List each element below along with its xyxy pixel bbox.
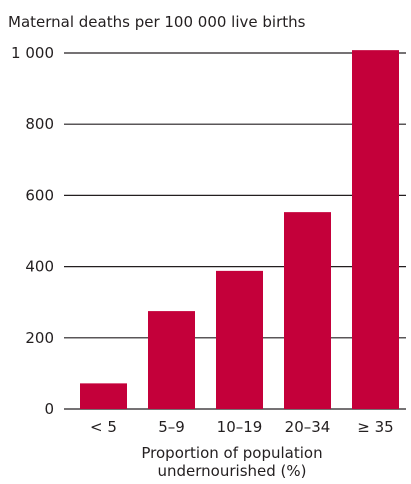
x-axis-title-line2: undernourished (%) (158, 462, 307, 480)
x-tick-label: 5–9 (158, 418, 185, 436)
x-tick-label: 20–34 (285, 418, 331, 436)
bar (284, 212, 331, 409)
x-tick-label: ≥ 35 (357, 418, 393, 436)
y-tick-label: 600 (25, 186, 54, 204)
y-tick-label: 800 (25, 115, 54, 133)
bars (80, 50, 399, 409)
bar (216, 270, 263, 409)
gridlines (64, 52, 406, 410)
x-tick-label: 10–19 (217, 418, 263, 436)
y-tick-label: 1 000 (11, 44, 54, 62)
y-tick-label: 200 (25, 329, 54, 347)
x-axis-labels: < 5 5–9 10–19 20–34 ≥ 35 (90, 418, 394, 436)
x-tick-label: < 5 (90, 418, 117, 436)
bar (352, 50, 399, 409)
y-tick-label: 0 (44, 400, 54, 418)
bar (80, 383, 127, 409)
chart-title: Maternal deaths per 100 000 live births (8, 13, 306, 31)
x-axis-title-line1: Proportion of population (141, 444, 322, 462)
y-axis-labels: 0 200 400 600 800 1 000 (11, 44, 54, 418)
y-tick-label: 400 (25, 258, 54, 276)
bar (148, 311, 195, 409)
